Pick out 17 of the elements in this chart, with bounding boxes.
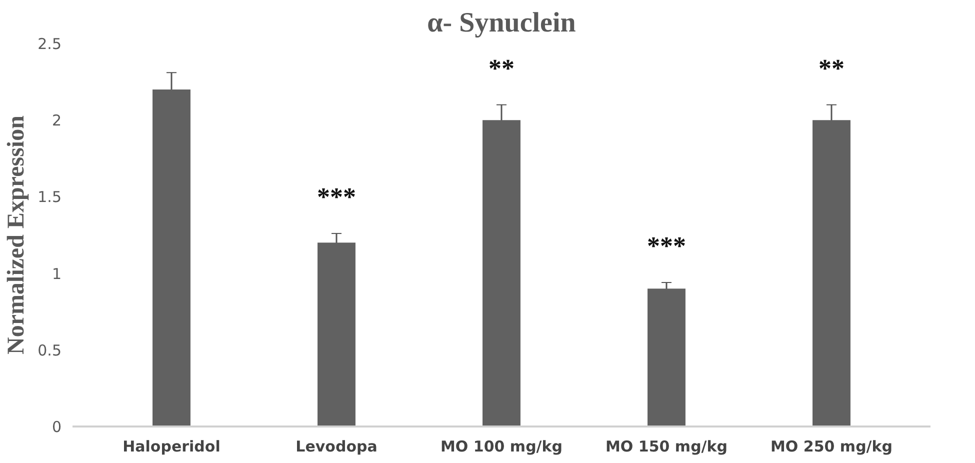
y-tick-label: 2.5 [38,35,62,53]
y-tick-label: 2 [52,112,62,130]
x-tick-label: MO 250 mg/kg [770,438,893,456]
x-tick-label: Levodopa [296,438,378,456]
annotation: *** [647,231,686,260]
annotation: ** [818,54,844,83]
y-tick-label: 1.5 [38,188,62,206]
x-tick-label: MO 100 mg/kg [440,438,563,456]
x-tick-label: MO 150 mg/kg [606,438,728,456]
y-axis-title: Normalized Expression [4,116,30,354]
chart-title: α- Synuclein [427,8,576,38]
annotation: *** [317,182,356,212]
y-tick-label: 0 [52,418,62,436]
y-tick-label: 0.5 [38,341,62,360]
y-tick-label: 1 [52,264,62,283]
annotation: ** [488,54,514,83]
x-tick-label: Haloperidol [122,438,220,456]
